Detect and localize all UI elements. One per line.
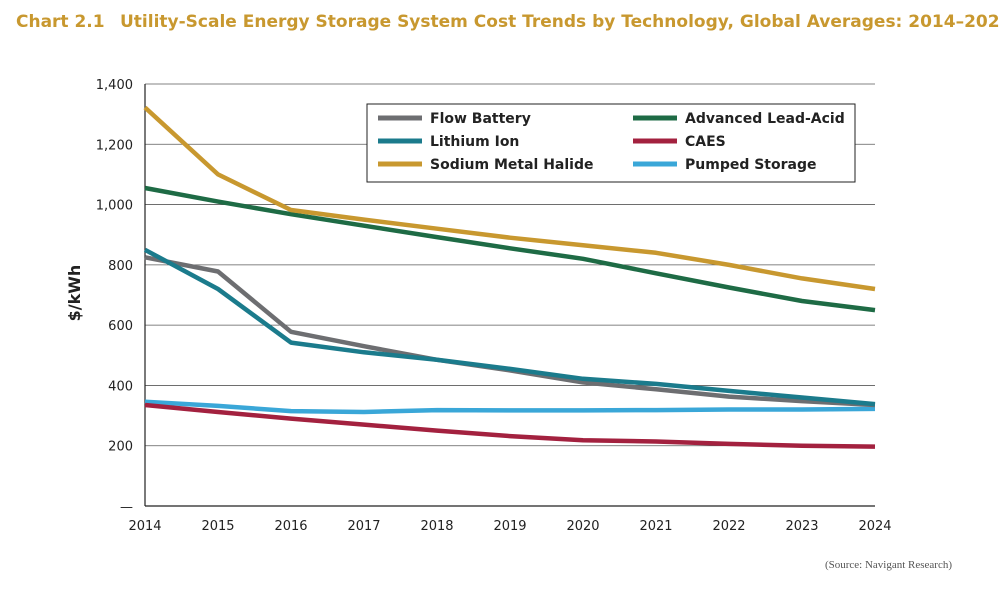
y-tick-label: — xyxy=(120,500,133,515)
legend-label: Pumped Storage xyxy=(685,157,817,173)
x-tick-label: 2017 xyxy=(347,519,380,534)
x-tick-label: 2018 xyxy=(420,519,453,534)
x-tick-labels: 2014 2015 2016 2017 2018 2019 2020 2021 2022 2023… xyxy=(128,519,891,534)
y-tick-labels: — 200 400 600 800 1,000 1,200 1,400 xyxy=(96,78,133,515)
x-tick-label: 2016 xyxy=(274,519,307,534)
legend-label: Lithium Ion xyxy=(430,134,519,150)
x-tick-label: 2022 xyxy=(712,519,745,534)
source-note: (Source: Navigant Research) xyxy=(825,559,952,571)
legend-label: CAES xyxy=(685,134,726,150)
x-tick-label: 2023 xyxy=(785,519,818,534)
y-tick-label: 600 xyxy=(108,319,133,334)
x-tick-label: 2014 xyxy=(128,519,161,534)
y-tick-label: 400 xyxy=(108,379,133,394)
legend-label: Advanced Lead-Acid xyxy=(685,111,845,127)
x-tick-label: 2019 xyxy=(493,519,526,534)
x-tick-label: 2015 xyxy=(201,519,234,534)
series-line xyxy=(145,188,875,310)
y-tick-label: 1,200 xyxy=(96,138,133,153)
x-tick-label: 2024 xyxy=(858,519,891,534)
y-tick-label: 200 xyxy=(108,440,133,455)
y-tick-label: 800 xyxy=(108,259,133,274)
series-line xyxy=(145,257,875,405)
y-tick-label: 1,000 xyxy=(96,199,133,214)
legend-label: Flow Battery xyxy=(430,111,531,127)
legend-label: Sodium Metal Halide xyxy=(430,157,593,173)
x-tick-label: 2020 xyxy=(566,519,599,534)
y-axis-title: $/kWh xyxy=(65,265,84,322)
legend: Flow Battery Advanced Lead-Acid Lithium Io… xyxy=(367,104,855,182)
y-tick-label: 1,400 xyxy=(96,78,133,93)
series-line xyxy=(145,402,875,412)
x-tick-label: 2021 xyxy=(639,519,672,534)
line-chart: —2004006008001,0001,2001,400 2014 2015 201… xyxy=(0,0,1000,600)
